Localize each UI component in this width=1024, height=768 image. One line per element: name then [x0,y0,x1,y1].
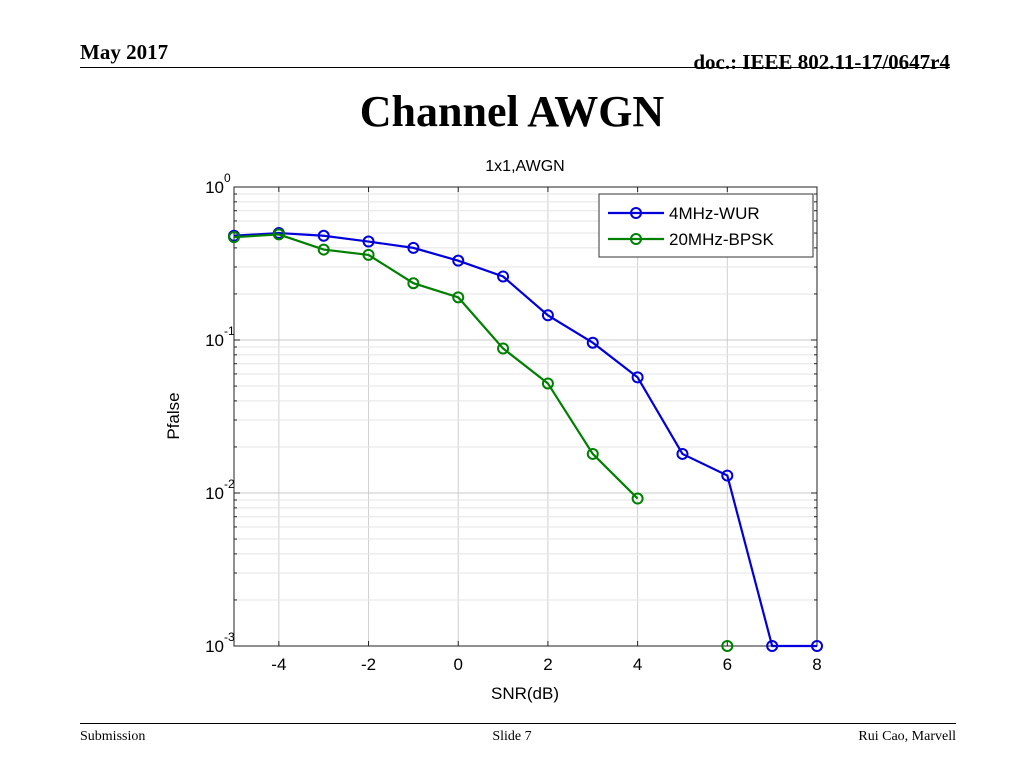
data-point-series-2 [586,447,599,460]
y-tick-exponent: -2 [224,477,235,491]
y-tick-label: 10 [205,484,224,503]
data-point-series-1 [317,229,330,242]
data-point-series-1 [766,640,779,652]
legend: 4MHz-WUR 20MHz-BPSK [598,193,814,258]
data-point-series-1 [676,447,689,460]
legend-marker [630,233,642,245]
footer-author: Rui Cao, Marvell [858,729,956,744]
footer-rule [80,723,956,724]
series-line-2 [233,233,639,500]
x-tick-label: 2 [543,655,552,674]
data-point-series-2 [497,342,510,355]
data-point-series-1 [586,336,599,349]
header-date: May 2017 [80,40,169,64]
plot-frame [233,186,818,647]
data-point-series-2 [228,231,240,244]
y-tick-label: 10 [205,178,224,197]
grid [234,187,818,647]
data-point-series-2 [721,640,734,652]
data-point-series-1 [452,254,465,267]
x-tick-label: -2 [361,655,376,674]
legend-label: 4MHz-WUR [669,204,760,223]
x-tick-label: 4 [633,655,642,674]
data-point-series-1 [721,469,734,482]
footer-slide-number: Slide 7 [492,729,532,744]
data-point-series-1 [811,640,823,652]
x-tick-label: 6 [723,655,732,674]
slide-title: Channel AWGN [359,87,665,136]
y-tick-label: 10 [205,637,224,656]
data-point-series-2 [541,377,554,390]
series-line-1 [233,231,817,648]
y-tick-exponent: -1 [224,324,235,338]
data-point-series-1 [497,270,510,283]
series-layer [228,227,823,652]
y-axis-label: Pfalse [164,392,183,439]
data-point-series-1 [541,309,554,322]
legend-box [598,193,814,258]
data-point-series-2 [317,243,330,256]
data-point-series-1 [631,371,644,384]
y-tick-label: 10 [205,331,224,350]
header-doc-id: doc.: IEEE 802.11-17/0647r4 [693,50,950,74]
x-tick-labels: -4 -2 0 2 4 6 8 [271,655,821,674]
data-point-series-2 [407,277,420,290]
header-rule [80,67,950,68]
legend-marker [630,207,642,219]
data-point-series-2 [631,492,644,505]
data-point-series-1 [362,235,375,248]
x-tick-label: 0 [453,655,462,674]
x-tick-label: 8 [812,655,821,674]
data-point-series-1 [407,241,420,254]
legend-label: 20MHz-BPSK [669,230,775,249]
footer-submission: Submission [80,729,146,744]
chart-title: 1x1,AWGN [485,158,564,175]
x-tick-label: -4 [271,655,286,674]
data-point-series-2 [272,228,285,241]
y-tick-exponent: 0 [224,171,231,185]
data-point-series-2 [452,291,465,304]
data-point-series-2 [362,248,375,261]
y-tick-exponent: -3 [224,630,235,644]
x-axis-label: SNR(dB) [491,684,559,703]
